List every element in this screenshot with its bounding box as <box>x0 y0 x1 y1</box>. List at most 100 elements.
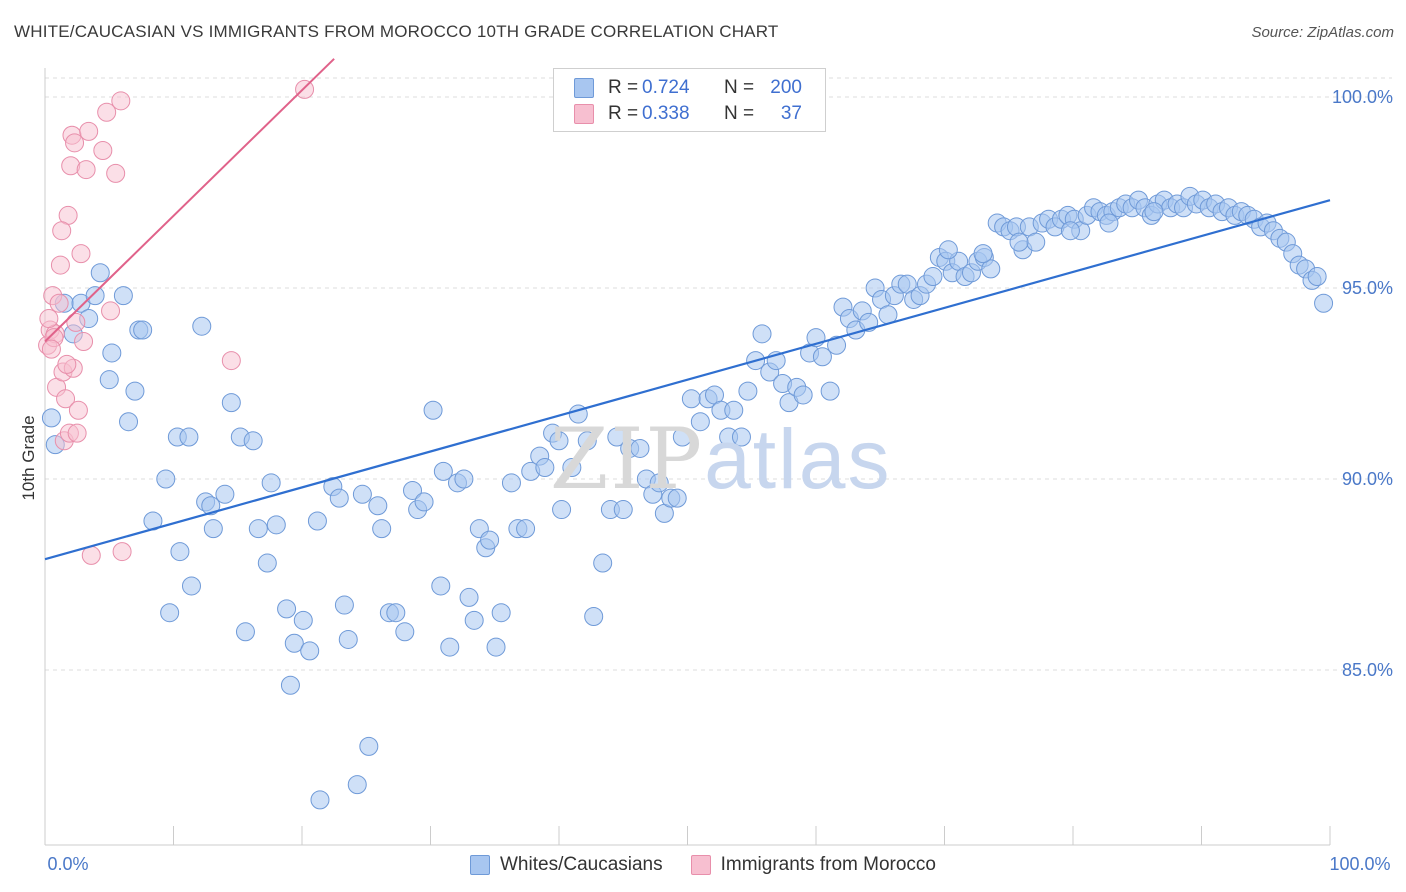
data-point-whites <box>170 542 190 562</box>
data-point-whites <box>113 286 133 306</box>
data-point-whites <box>300 641 320 661</box>
data-point-morocco <box>97 102 117 122</box>
data-point-whites <box>423 400 443 420</box>
data-point-whites <box>307 511 327 531</box>
data-point-whites <box>160 603 180 623</box>
data-point-morocco <box>76 160 96 180</box>
data-point-whites <box>938 240 958 260</box>
data-point-whites <box>156 469 176 489</box>
legend-row-whites: R = 0.724 N = 200 <box>574 76 802 100</box>
legend-r-label: R = <box>608 77 639 98</box>
data-point-whites <box>1144 202 1164 222</box>
source-note: Source: ZipAtlas.com <box>1251 24 1394 41</box>
data-point-morocco <box>112 542 132 562</box>
gridlines <box>45 77 1392 671</box>
data-point-whites <box>562 458 582 478</box>
legend-n-label: N = <box>724 103 755 124</box>
data-point-whites <box>338 629 358 649</box>
data-point-morocco <box>221 351 241 371</box>
data-point-whites <box>215 484 235 504</box>
data-point-whites <box>464 610 484 630</box>
legend-swatch-blue <box>574 78 594 98</box>
data-point-whites <box>90 263 110 283</box>
data-point-morocco <box>68 400 88 420</box>
data-point-whites <box>433 461 453 481</box>
data-point-whites <box>181 576 201 596</box>
data-point-whites <box>584 607 604 627</box>
data-point-morocco <box>71 244 91 264</box>
data-point-whites <box>192 316 212 336</box>
trend-lines <box>44 58 1331 561</box>
y-tick-label: 95.0% <box>1342 278 1393 298</box>
legend-item-whites[interactable]: Whites/Caucasians <box>470 854 663 876</box>
data-point-whites <box>329 488 349 508</box>
data-point-whites <box>179 427 199 447</box>
data-point-whites <box>1026 232 1046 252</box>
data-point-whites <box>277 599 297 619</box>
data-point-whites <box>248 519 268 539</box>
data-point-whites <box>820 381 840 401</box>
legend-row-morocco: R = 0.338 N = 37 <box>574 102 802 126</box>
data-point-whites <box>414 492 434 512</box>
data-point-whites <box>501 473 521 493</box>
data-point-whites <box>334 595 354 615</box>
x-tick-label: 0.0% <box>47 854 88 874</box>
y-axis-title: 10th Grade <box>19 415 38 500</box>
data-point-whites <box>310 790 330 810</box>
data-point-whites <box>690 412 710 432</box>
data-point-whites <box>681 389 701 409</box>
data-point-whites <box>352 484 372 504</box>
data-point-whites <box>440 637 460 657</box>
data-point-whites <box>347 775 367 795</box>
data-point-whites <box>133 320 153 340</box>
data-point-whites <box>738 381 758 401</box>
data-point-whites <box>203 519 223 539</box>
data-point-whites <box>280 675 300 695</box>
data-point-whites <box>672 427 692 447</box>
data-point-morocco <box>65 133 85 153</box>
data-point-whites <box>85 286 105 306</box>
data-point-whites <box>1314 293 1334 313</box>
legend-swatch-pink <box>574 104 594 124</box>
series-whites-caucasians <box>41 186 1334 810</box>
data-point-morocco <box>111 91 131 111</box>
data-point-whites <box>1099 213 1119 233</box>
data-point-morocco <box>106 163 126 183</box>
data-point-whites <box>102 343 122 363</box>
data-point-whites <box>284 633 304 653</box>
data-point-whites <box>293 610 313 630</box>
data-point-whites <box>266 515 286 535</box>
data-point-morocco <box>66 312 86 332</box>
data-point-whites <box>752 324 772 344</box>
data-point-whites <box>649 473 669 493</box>
legend-label-morocco: Immigrants from Morocco <box>720 854 936 875</box>
trend-line-morocco <box>44 58 335 343</box>
data-point-whites <box>368 496 388 516</box>
data-point-morocco <box>41 339 61 359</box>
data-point-whites <box>981 259 1001 279</box>
legend-item-morocco[interactable]: Immigrants from Morocco <box>690 854 936 876</box>
data-point-whites <box>201 496 221 516</box>
data-point-whites <box>535 458 555 478</box>
data-point-whites <box>630 438 650 458</box>
data-point-morocco <box>52 221 72 241</box>
data-point-morocco <box>67 423 87 443</box>
data-point-whites <box>454 469 474 489</box>
data-point-whites <box>221 393 241 413</box>
series-legend: Whites/Caucasians Immigrants from Morocc… <box>0 852 1406 878</box>
data-point-whites <box>403 480 423 500</box>
legend-swatch-blue <box>470 855 490 875</box>
data-point-whites <box>41 408 61 428</box>
data-point-morocco <box>79 121 99 141</box>
data-point-whites <box>99 370 119 390</box>
data-point-whites <box>395 622 415 642</box>
data-point-morocco <box>50 255 70 275</box>
data-point-whites <box>516 519 536 539</box>
legend-label-whites: Whites/Caucasians <box>500 854 663 875</box>
chart-title: WHITE/CAUCASIAN VS IMMIGRANTS FROM MOROC… <box>14 22 779 41</box>
data-point-whites <box>480 530 500 550</box>
data-point-whites <box>119 412 139 432</box>
data-point-whites <box>724 400 744 420</box>
data-point-whites <box>812 347 832 367</box>
